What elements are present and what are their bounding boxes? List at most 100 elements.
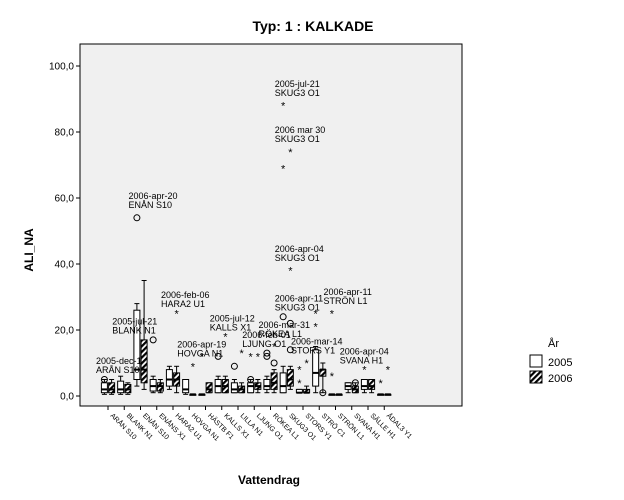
y-tick-label: 40,0 [55,260,75,271]
outlier-point [133,214,141,222]
annotation-label: 2006-mar-31 [259,320,311,330]
extreme-point: * [362,365,367,377]
annotation-label: HARA2 U1 [161,299,205,309]
extreme-point: * [386,365,391,377]
box-2005 [230,382,238,394]
legend-label-2005: 2005 [548,357,572,369]
annotation-label: 2006-apr-11 [324,287,372,297]
extreme-point: * [239,348,244,360]
outlier-point [247,376,255,383]
box-2006 [368,379,376,390]
extreme-point: * [223,332,228,344]
y-tick-label: 100,0 [49,62,74,73]
annotation-label: ENÅN S10 [129,200,173,210]
extreme-point: * [314,322,319,334]
outlier-point [100,376,108,383]
extreme-point: * [304,358,309,370]
box-series [100,280,392,396]
extreme-point: * [272,342,277,354]
annotation-label: 2005-jul-21 [275,79,320,89]
annotation-label: SKUG3 O1 [275,253,320,263]
annotation-label: BLANK N1 [112,326,156,336]
y-tick-label: 80,0 [55,128,75,139]
outlier-point [230,362,238,370]
box-2005 [360,379,368,390]
extreme-point: * [174,309,179,321]
annotation-label: SKUG3 O1 [275,88,320,98]
extreme-point: * [191,361,196,373]
box-2005 [182,379,190,394]
annotation-label: 2006-apr-19 [177,340,226,350]
y-axis: 0,0 20,0 40,0 60,0 80,0 100,0 [49,62,80,403]
annotation-label: 2006 mar 30 [275,125,326,135]
legend-swatch-2005 [529,354,543,368]
annotation-label: SKUG3 O1 [275,134,320,144]
outlier-point [149,336,157,344]
box-2005 [279,372,287,394]
outlier-point [286,346,294,354]
annotation-label: SKUG3 O1 [275,303,320,313]
annotation-label: HOVGA N1 [177,349,223,359]
extreme-point: * [281,101,286,113]
outlier-point [270,359,278,367]
annotation-label: 2006-mar-14 [291,336,343,346]
box-2006 [286,369,294,387]
annotation-label: KALLS X1 [210,322,252,332]
extreme-point: * [288,147,293,159]
outlier-point [214,352,222,360]
extreme-point: * [297,378,302,390]
box-2006 [270,372,278,390]
extreme-point: * [281,163,286,175]
y-tick-label: 0,0 [60,392,74,403]
annotation-label: ARÅN S10 [96,365,140,375]
annotation-label: SVANA H1 [340,355,383,365]
extreme-point: * [330,371,335,383]
annotation-label: 2006-apr-04 [340,346,389,356]
extreme-point: * [297,365,302,377]
box-2005 [165,369,173,387]
annotation-label: 2005-jul-12 [210,313,255,323]
outlier-point [263,352,271,360]
y-tick-label: 60,0 [55,194,75,205]
y-tick-label: 20,0 [55,326,75,337]
extreme-point: * [330,309,335,321]
extreme-point: * [314,309,319,321]
x-axis-label: Vattendrag [238,473,300,487]
legend-label-2006: 2006 [548,373,572,385]
box-2005 [117,380,125,394]
box-2006 [108,382,116,394]
legend-title: År [548,337,559,350]
box-2006 [140,339,148,384]
annotation-label: LJUNG O1 [242,339,286,349]
outlier-point [279,313,287,321]
annotation-label: 2006-apr-20 [129,191,178,201]
legend-swatch-2006 [529,370,543,384]
outlier-point [319,389,327,397]
annotation-label: STRÖN L1 [324,296,368,306]
extreme-point: * [249,351,254,363]
annotation-label: RÖKEA L1 [259,329,303,339]
legend: År 2005 2006 [529,337,572,385]
outlier-point [351,379,359,387]
annotation-label: 2006-feb-01 [242,330,291,340]
y-axis-label: ALI_NA [22,228,36,272]
extreme-point: * [256,351,261,363]
annotation-label: 2005-dec-1 [96,356,142,366]
annotation-label: 2005-jul-21 [112,317,157,327]
box-2006 [205,382,213,394]
box-2005 [100,382,108,394]
annotation-label: 2006-feb-06 [161,290,210,300]
box-2005 [133,309,141,381]
annotation-label: STORS Y1 [291,345,335,355]
outlier-point [286,319,294,327]
annotation-label: 2006-apr-11 [275,294,323,304]
extreme-point: * [200,351,205,363]
chart-title: Typ: 1 : KALKADE [252,18,373,34]
outlier-point [263,349,271,357]
box-2005 [263,379,271,390]
extreme-point: * [379,378,384,390]
box-2005 [247,382,255,394]
